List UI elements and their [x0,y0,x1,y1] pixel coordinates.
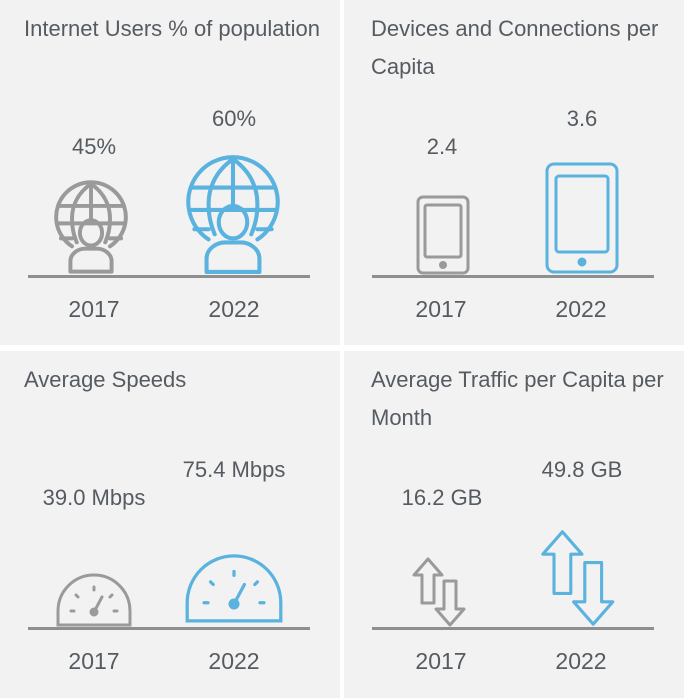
baseline [372,627,654,630]
panel-title: Internet Users % of population [24,16,320,41]
value-label-2022: 3.6 [566,106,598,131]
baseline [372,275,654,278]
panel-title: Devices and Connections per Capita [371,16,659,79]
globe-user-icon [186,155,280,274]
devices-panel: Devices and Connections per Capita 2.4 3… [344,0,684,345]
average-traffic-panel: Average Traffic per Capita per Month 16.… [344,351,684,698]
globe-user-icon [54,180,128,274]
baseline [28,627,310,630]
baseline [28,275,310,278]
value-label-2017: 16.2 GB [401,485,483,510]
year-label-2022: 2022 [208,296,260,322]
value-label-2017: 2.4 [426,134,458,159]
value-label-2022: 60% [211,106,257,131]
year-label-2022: 2022 [208,648,260,674]
up-down-arrows-icon [541,530,615,626]
value-label-2022: 75.4 Mbps [182,457,286,482]
value-label-2022: 49.8 GB [541,457,623,482]
tablet-icon [545,162,619,274]
value-label-2017: 39.0 Mbps [42,485,146,510]
internet-users-panel: Internet Users % of population 45% 60% [0,0,340,345]
year-label-2017: 2017 [415,648,467,674]
year-label-2017: 2017 [68,648,120,674]
panel-title: Average Traffic per Capita per Month [371,367,664,430]
year-label-2022: 2022 [555,296,607,322]
panel-title: Average Speeds [24,367,187,392]
average-speeds-panel: Average Speeds 39.0 Mbps 75.4 Mbps [0,351,340,698]
tablet-icon [416,195,470,275]
year-label-2017: 2017 [68,296,120,322]
year-label-2022: 2022 [555,648,607,674]
speedometer-icon [56,573,132,627]
value-label-2017: 45% [71,134,117,159]
up-down-arrows-icon [412,557,466,627]
speedometer-icon [185,554,283,623]
year-label-2017: 2017 [415,296,467,322]
